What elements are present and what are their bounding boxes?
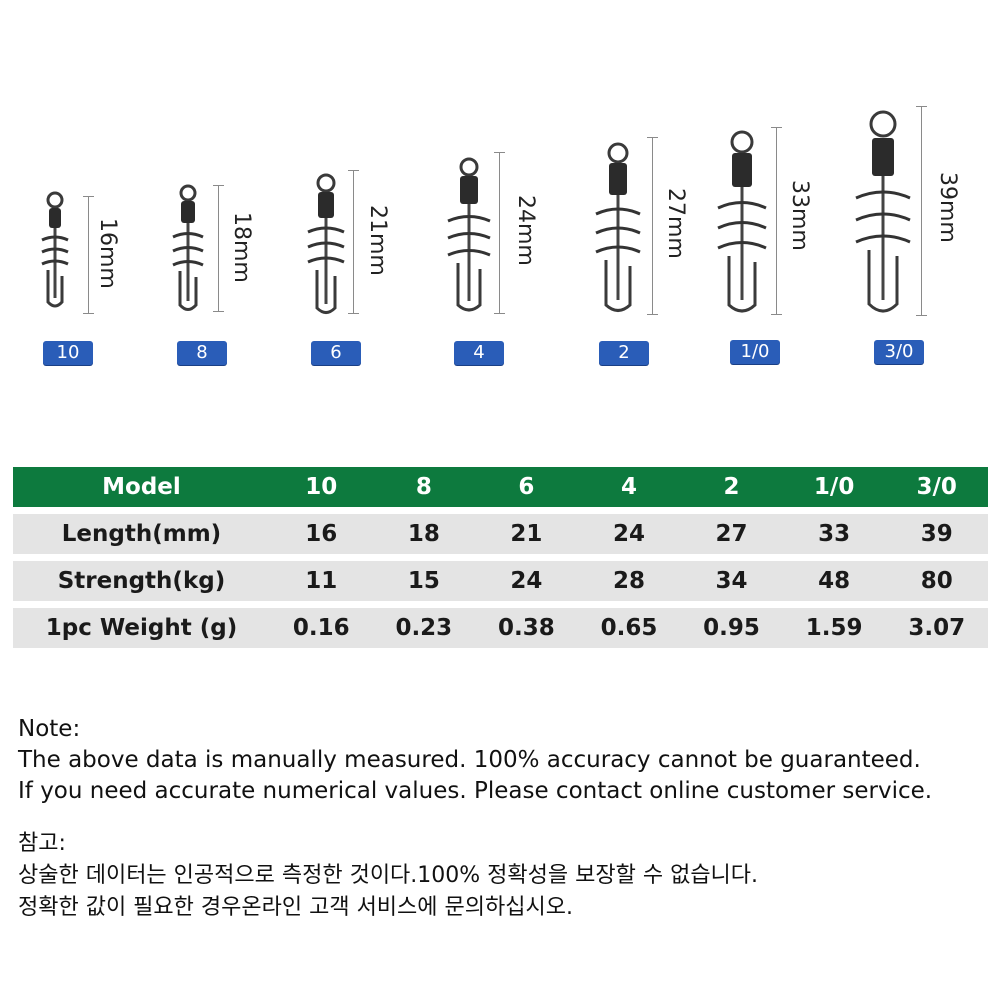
table-cell: 3.07 xyxy=(908,615,966,641)
table-header-cell: 10 xyxy=(305,474,338,500)
table-cell: 1.59 xyxy=(805,615,863,641)
table-header-cell: 6 xyxy=(518,474,535,500)
swivel-image-3-0 xyxy=(852,108,914,318)
table-header-cell: 4 xyxy=(620,474,637,500)
table-row-strength: Strength(kg) 11 15 24 28 34 48 80 xyxy=(13,561,988,601)
table-cell: 16 xyxy=(305,521,338,547)
table-row-label: Length(mm) xyxy=(61,521,222,547)
table-cell: 15 xyxy=(407,568,440,594)
table-cell: 24 xyxy=(612,521,645,547)
table-cell: 0.95 xyxy=(703,615,760,641)
table-cell: 39 xyxy=(920,521,953,547)
table-cell: 27 xyxy=(715,521,748,547)
length-label-8: 18mm xyxy=(229,212,254,283)
note-korean-line: 상술한 데이터는 인공적으로 측정한 것이다.100% 정확성을 보장할 수 없… xyxy=(18,863,759,888)
table-header-row: Model 10 8 6 4 2 1/0 3/0 xyxy=(13,467,988,507)
note-english-line: If you need accurate numerical values. P… xyxy=(18,778,933,804)
table-row-weight: 1pc Weight (g) 0.16 0.23 0.38 0.65 0.95 … xyxy=(13,608,988,648)
table-row-label: 1pc Weight (g) xyxy=(45,615,238,641)
note-english-heading: Note: xyxy=(18,716,81,742)
model-badge-6: 6 xyxy=(311,341,361,365)
length-dimension-line-10 xyxy=(83,196,94,314)
model-badge-3-0: 3/0 xyxy=(874,340,924,364)
length-label-1-0: 33mm xyxy=(787,180,812,251)
table-cell: 34 xyxy=(715,568,748,594)
length-label-6: 21mm xyxy=(365,205,390,276)
swivel-image-2 xyxy=(592,140,644,316)
table-cell: 0.65 xyxy=(600,615,658,641)
length-dimension-line-4 xyxy=(494,152,505,314)
note-korean-heading: 참고: xyxy=(18,831,66,856)
swivel-image-10 xyxy=(38,190,72,310)
table-header-label: Model xyxy=(102,474,181,500)
table-cell: 80 xyxy=(920,568,953,594)
swivel-image-1-0 xyxy=(714,128,770,316)
table-row-length: Length(mm) 16 18 21 24 27 33 39 xyxy=(13,514,988,554)
swivel-image-4 xyxy=(444,155,494,315)
length-label-4: 24mm xyxy=(513,195,538,266)
table-cell: 28 xyxy=(612,568,645,594)
model-badge-2: 2 xyxy=(599,341,649,365)
table-cell: 0.23 xyxy=(395,615,453,641)
table-header-cell: 8 xyxy=(415,474,432,500)
swivel-image-8 xyxy=(169,183,207,313)
table-header-cell: 2 xyxy=(723,474,740,500)
length-dimension-line-1-0 xyxy=(771,127,782,315)
table-cell: 24 xyxy=(510,568,543,594)
table-cell: 48 xyxy=(818,568,851,594)
table-cell: 11 xyxy=(305,568,338,594)
length-label-3-0: 39mm xyxy=(935,172,960,243)
table-row-label: Strength(kg) xyxy=(57,568,226,594)
note-korean: 참고: 상술한 데이터는 인공적으로 측정한 것이다.100% 정확성을 보장할… xyxy=(18,828,758,924)
table-header-cell: 1/0 xyxy=(813,474,855,500)
model-badge-1-0: 1/0 xyxy=(730,340,780,364)
length-label-2: 27mm xyxy=(663,188,688,259)
length-dimension-line-8 xyxy=(213,185,224,312)
table-cell: 33 xyxy=(818,521,851,547)
table-cell: 0.38 xyxy=(498,615,555,641)
swivel-image-6 xyxy=(304,172,348,316)
model-badge-10: 10 xyxy=(43,341,93,365)
note-korean-line: 정확한 값이 필요한 경우온라인 고객 서비스에 문의하십시오. xyxy=(18,895,573,920)
note-english: Note: The above data is manually measure… xyxy=(18,714,932,807)
length-dimension-line-6 xyxy=(348,170,359,314)
length-dimension-line-3-0 xyxy=(916,106,927,316)
note-english-line: The above data is manually measured. 100… xyxy=(18,747,921,773)
length-label-10: 16mm xyxy=(95,218,120,289)
spec-table: Model 10 8 6 4 2 1/0 3/0 Length(mm) 16 1… xyxy=(13,467,988,655)
table-cell: 21 xyxy=(510,521,543,547)
model-badge-4: 4 xyxy=(454,341,504,365)
length-dimension-line-2 xyxy=(647,137,658,315)
table-header-cell: 3/0 xyxy=(916,474,957,500)
model-badge-8: 8 xyxy=(177,341,227,365)
table-cell: 18 xyxy=(407,521,440,547)
table-cell: 0.16 xyxy=(292,615,350,641)
